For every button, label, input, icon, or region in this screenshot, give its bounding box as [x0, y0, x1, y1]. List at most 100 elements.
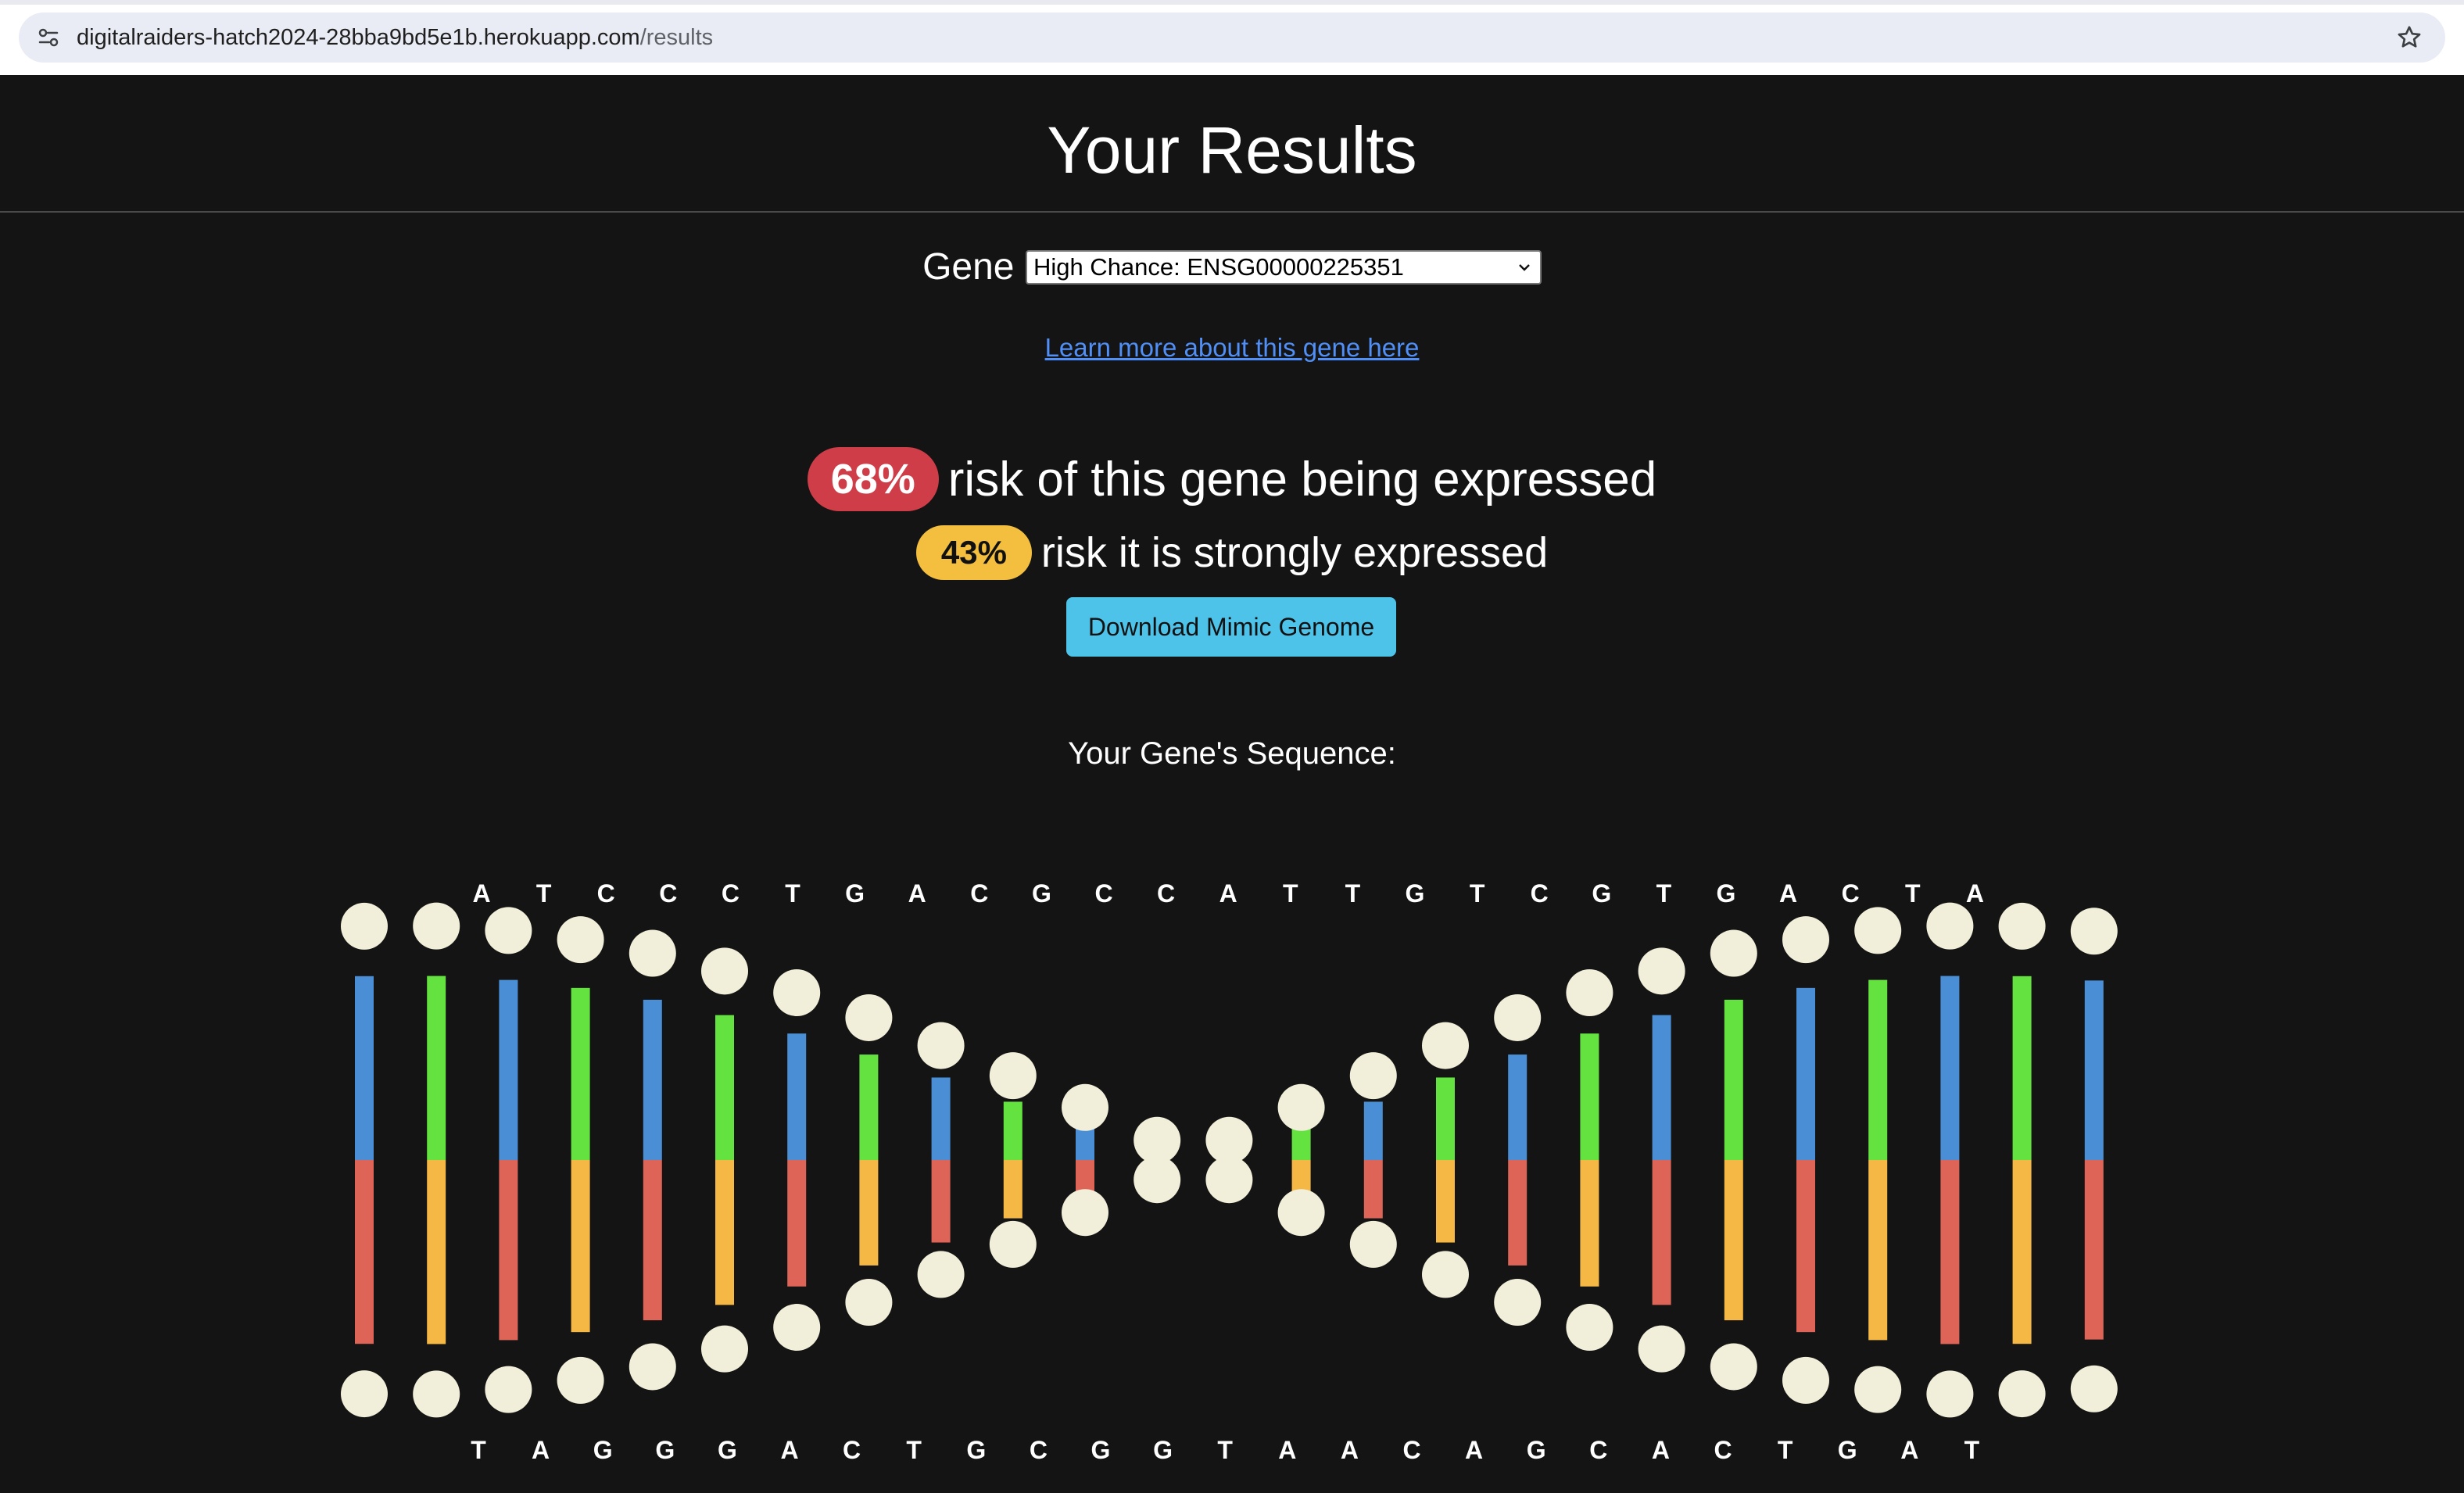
bottom-bead: [629, 1343, 676, 1391]
bottom-bead: [1710, 1343, 1757, 1391]
top-bead: [1277, 1083, 1325, 1131]
bottom-bead: [845, 1279, 893, 1327]
top-base-label: G: [1406, 879, 1425, 908]
top-strand-bar: [571, 987, 590, 1160]
page-title: Your Results: [1047, 113, 1417, 187]
bottom-strand-bar: [499, 1160, 518, 1341]
bottom-bead: [413, 1370, 460, 1418]
risk-expressed-text: risk of this gene being expressed: [947, 452, 1657, 507]
bottom-strand-bar: [1940, 1160, 1960, 1344]
gene-select[interactable]: High Chance: ENSG00000225351: [1025, 249, 1542, 285]
top-strand-bar: [1796, 987, 1815, 1160]
top-bead: [1134, 1116, 1181, 1164]
risk-expressed-badge: 68%: [807, 447, 939, 511]
gene-label: Gene: [922, 246, 1015, 288]
bottom-base-label: T: [471, 1436, 486, 1464]
bottom-strand-bar: [1436, 1160, 1455, 1243]
top-strand-bar: [1940, 976, 1960, 1160]
risk-strong-row: 43% risk it is strongly expressed: [0, 525, 2464, 583]
bottom-base-label: T: [1778, 1436, 1793, 1464]
bottom-base-label: G: [655, 1436, 675, 1464]
bottom-bead: [485, 1366, 532, 1413]
bottom-bead: [1205, 1156, 1253, 1204]
bottom-base-label: G: [966, 1436, 986, 1464]
bottom-base-label: A: [1341, 1436, 1359, 1464]
bottom-base-label: C: [1714, 1436, 1732, 1464]
top-bead: [1638, 947, 1685, 995]
top-bead: [1422, 1022, 1469, 1069]
download-mimic-genome-button[interactable]: Download Mimic Genome: [1066, 597, 1396, 657]
top-strand-bar: [427, 976, 446, 1160]
bottom-base-label: C: [1402, 1436, 1420, 1464]
bottom-strand-bar: [571, 1160, 590, 1333]
top-bead: [1494, 994, 1542, 1041]
top-base-label: A: [1779, 879, 1797, 908]
top-strand-bar: [1076, 1126, 1094, 1160]
bottom-bead: [557, 1356, 604, 1404]
bottom-base-label: G: [1091, 1436, 1111, 1464]
top-bead: [413, 902, 460, 950]
top-base-label: T: [1905, 879, 1921, 908]
top-strand-bar: [859, 1054, 879, 1160]
top-base-label: G: [1592, 879, 1611, 908]
top-strand-bar: [1724, 999, 1743, 1160]
top-base-label: T: [1283, 879, 1298, 908]
bottom-base-label: T: [1217, 1436, 1233, 1464]
bottom-base-label: C: [1030, 1436, 1048, 1464]
bookmark-star-icon[interactable]: [2395, 23, 2423, 52]
learn-more-link[interactable]: Learn more about this gene here: [1044, 333, 1420, 362]
bottom-strand-bar: [355, 1160, 374, 1344]
bottom-base-label: C: [843, 1436, 861, 1464]
top-strand-bar: [1363, 1101, 1383, 1160]
bottom-base-label: G: [1527, 1436, 1546, 1464]
bottom-strand-bar: [1652, 1160, 1671, 1305]
top-bead: [485, 907, 532, 954]
top-bead: [1926, 902, 1974, 950]
bottom-bead: [989, 1220, 1037, 1268]
bottom-strand-bar: [1363, 1160, 1383, 1219]
top-bead: [917, 1022, 965, 1069]
bottom-strand-bar: [715, 1160, 734, 1305]
bottom-base-label: A: [1278, 1436, 1296, 1464]
bottom-base-label: A: [1652, 1436, 1670, 1464]
top-base-label: C: [1842, 879, 1860, 908]
browser-toolbar: digitalraiders-hatch2024-28bba9bd5e1b.he…: [0, 0, 2464, 75]
bottom-strand-bar: [1508, 1160, 1527, 1266]
bottom-bead: [341, 1370, 388, 1418]
results-page: Your Results Gene High Chance: ENSG00000…: [0, 75, 2464, 1493]
top-base-label: T: [536, 879, 552, 908]
top-strand-bar: [2084, 980, 2104, 1160]
bottom-bead: [1134, 1156, 1181, 1204]
top-base-label: G: [845, 879, 865, 908]
top-bead: [1710, 929, 1757, 977]
bottom-base-label: G: [1153, 1436, 1173, 1464]
bottom-base-label: A: [780, 1436, 798, 1464]
bottom-bead: [773, 1304, 821, 1352]
top-strand-bar: [931, 1077, 951, 1160]
bottom-bead: [1854, 1366, 1902, 1413]
address-bar[interactable]: digitalraiders-hatch2024-28bba9bd5e1b.he…: [19, 13, 2445, 63]
top-bead: [557, 916, 604, 964]
header-divider: [0, 211, 2464, 213]
top-strand-bar: [355, 976, 374, 1160]
url-text[interactable]: digitalraiders-hatch2024-28bba9bd5e1b.he…: [77, 13, 713, 63]
bottom-base-label: A: [532, 1436, 550, 1464]
top-base-label: T: [785, 879, 800, 908]
top-base-label: C: [722, 879, 740, 908]
top-bead: [2070, 908, 2118, 955]
top-base-label: C: [1531, 879, 1549, 908]
bottom-strand-bar: [787, 1160, 807, 1287]
top-strand-bar: [1436, 1077, 1455, 1160]
top-strand-bar: [1652, 1015, 1671, 1160]
url-path: /results: [639, 25, 714, 50]
top-bead: [845, 994, 893, 1041]
top-base-label: T: [1345, 879, 1361, 908]
risk-strong-text: risk it is strongly expressed: [1040, 529, 1549, 576]
top-bead: [1782, 916, 1829, 964]
learn-more-row: Learn more about this gene here: [0, 333, 2464, 363]
top-bead: [1854, 907, 1902, 954]
top-strand-bar: [643, 999, 662, 1160]
bottom-strand-bar: [2012, 1160, 2032, 1344]
site-settings-icon[interactable]: [36, 25, 61, 50]
bottom-base-label: G: [593, 1436, 613, 1464]
